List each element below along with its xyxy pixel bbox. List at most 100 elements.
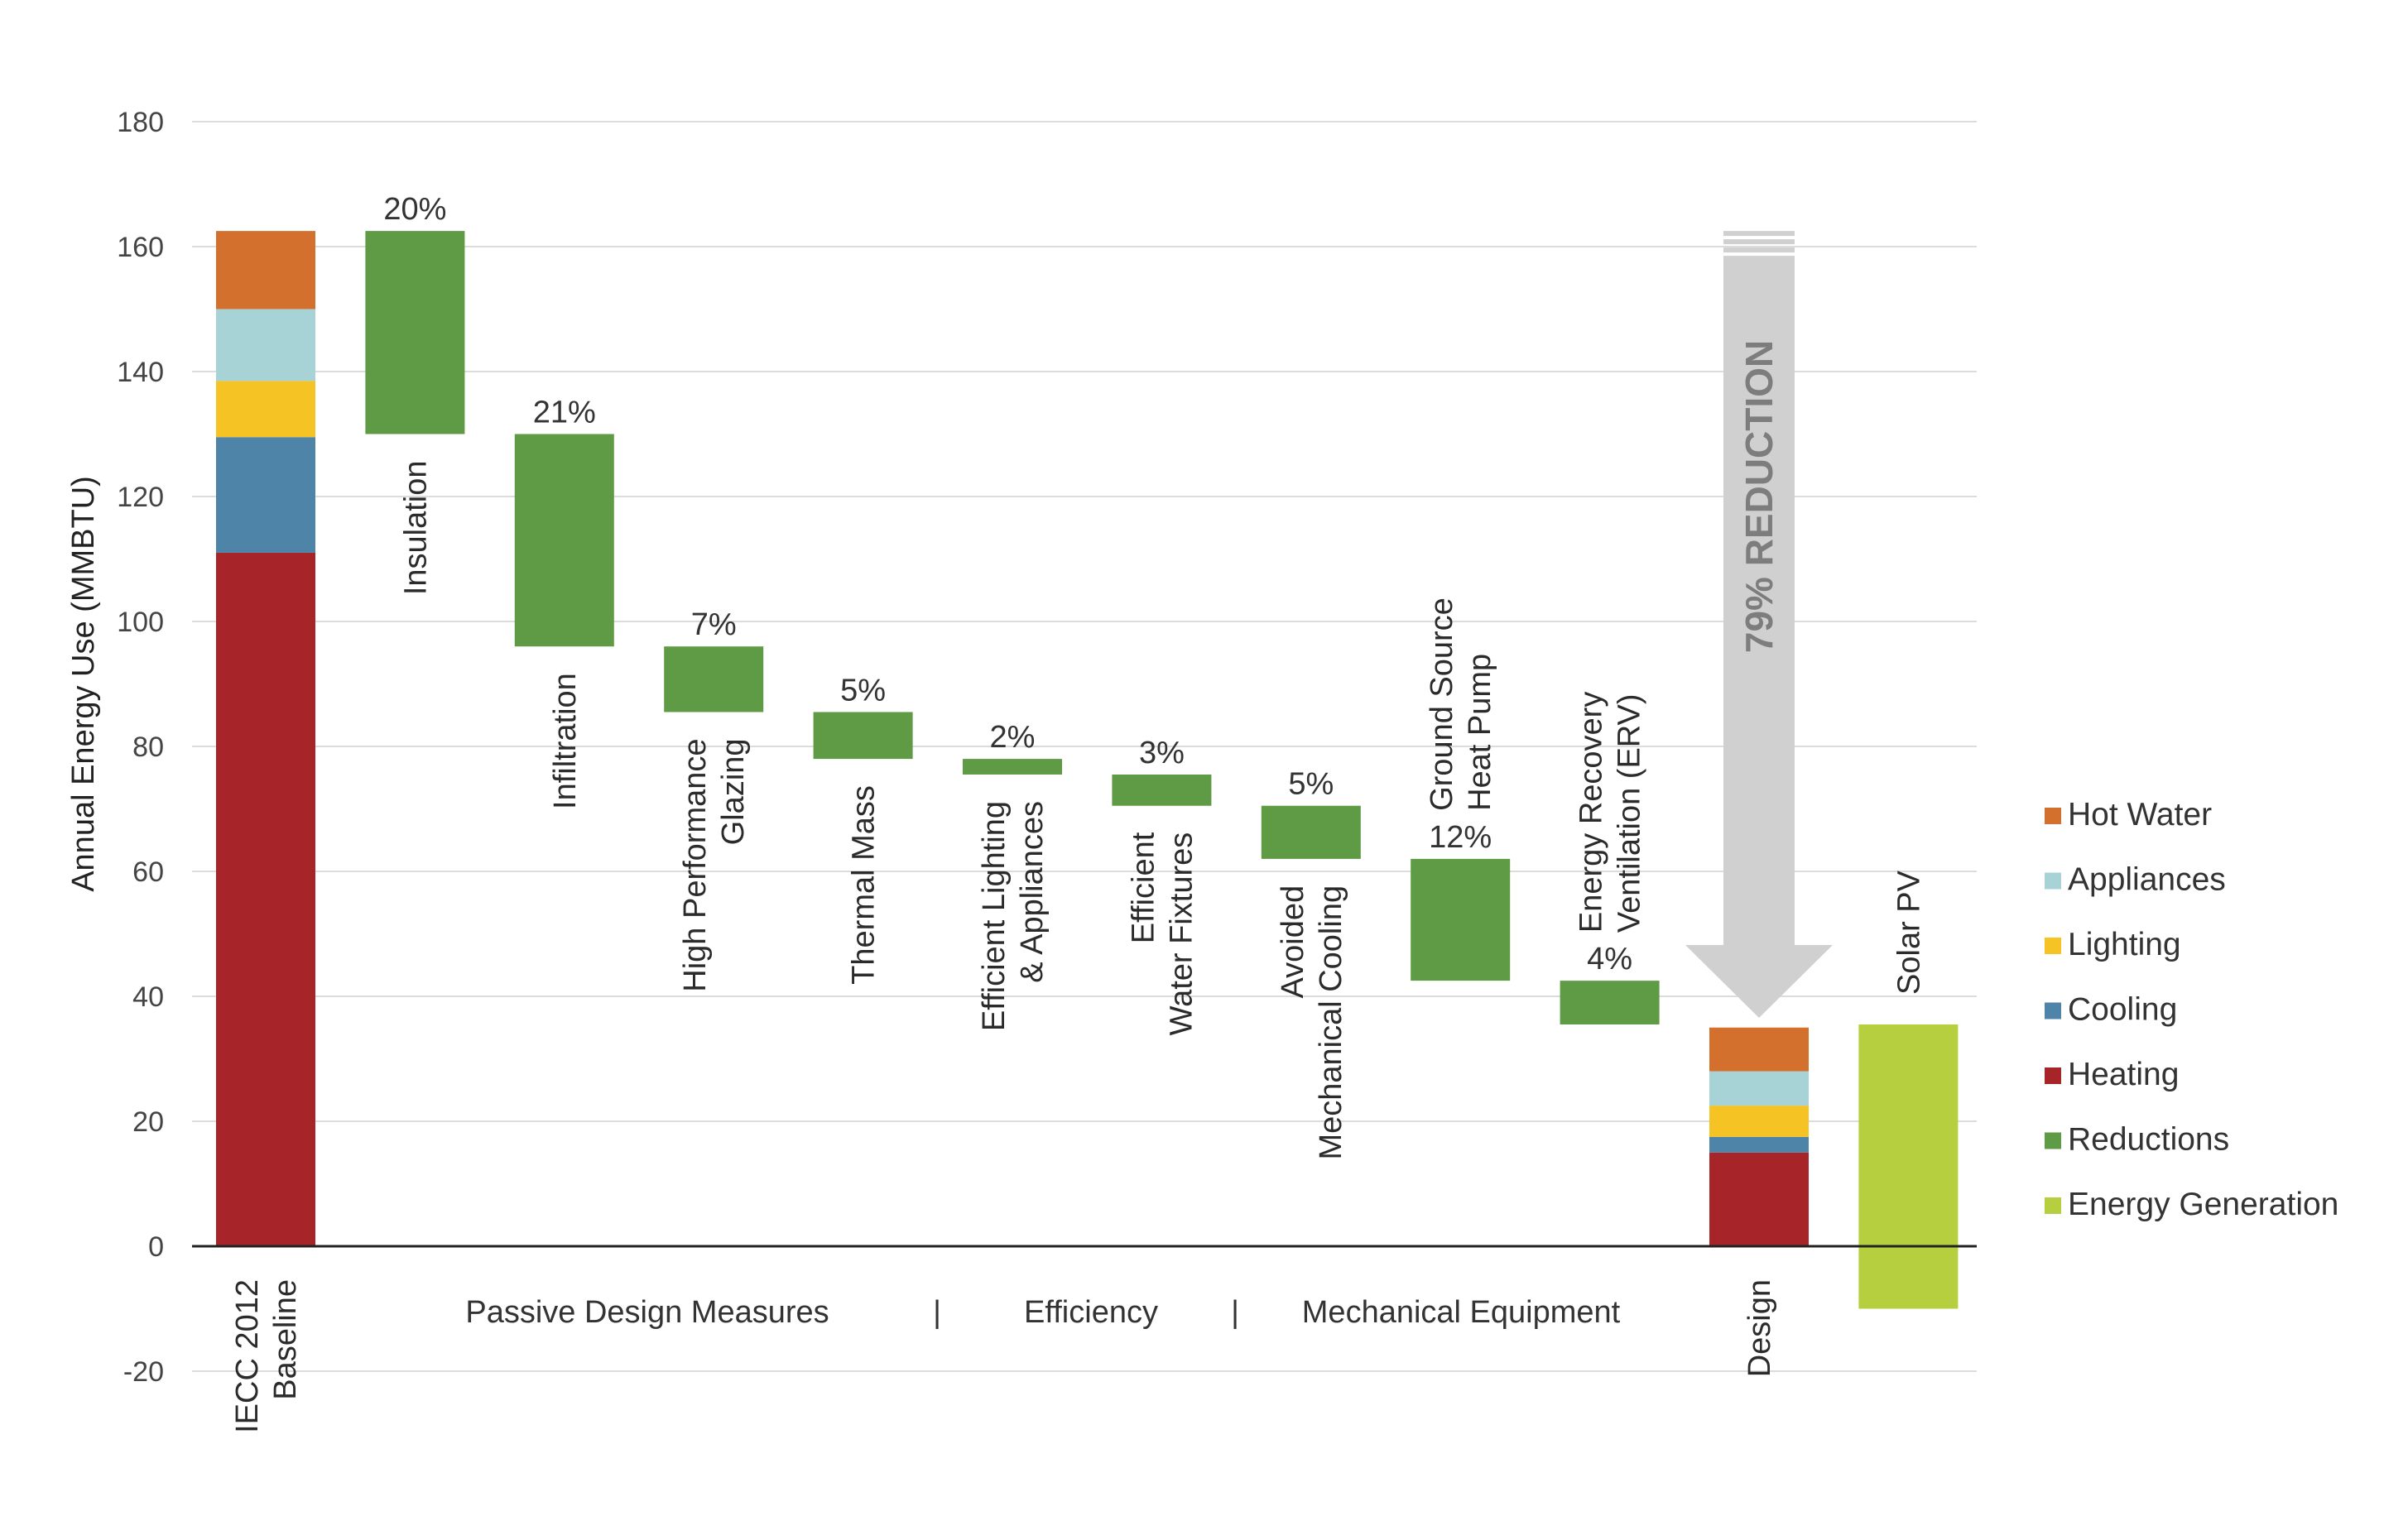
y-tick-label: 140	[117, 357, 164, 388]
reduction-label-group: Infiltration	[548, 673, 583, 809]
reduction-label: & Appliances	[1015, 801, 1050, 983]
reduction-percent-label: 5%	[840, 673, 886, 708]
legend-label: Heating	[2068, 1057, 2179, 1092]
reduction-label-group: Insulation	[398, 461, 433, 596]
stacked-segment-heating	[1709, 1152, 1809, 1246]
solar-pv-bar	[1858, 1024, 1959, 1309]
reduction-label: Infiltration	[548, 673, 583, 809]
y-tick-label: 100	[117, 607, 164, 638]
reduction-label-group: Energy Recovery Ventilation (ERV)	[1574, 692, 1647, 933]
reduction-bar	[1560, 981, 1660, 1024]
legend-label: Appliances	[2068, 862, 2226, 898]
category-label-group: Design	[1742, 1279, 1777, 1377]
reduction-bar	[1411, 858, 1511, 981]
reduction-label: Insulation	[398, 461, 433, 596]
reduction-percent-label: 5%	[1288, 767, 1334, 802]
reduction-label: Efficient Lighting	[977, 801, 1012, 1031]
reduction-bar	[365, 231, 465, 434]
reduction-percent-label: 12%	[1429, 820, 1492, 855]
stacked-segment-appliances	[216, 309, 315, 381]
y-tick-label: 0	[148, 1231, 164, 1263]
y-axis-label: Annual Energy Use (MMBTU)	[66, 476, 101, 892]
legend-swatch-appliances	[2045, 872, 2061, 890]
y-tick-label: 80	[132, 732, 164, 763]
category-label-group: IECC 2012 Baseline	[230, 1279, 303, 1433]
reduction-label: Efficient	[1126, 832, 1161, 943]
legend-swatch-cooling	[2045, 1002, 2061, 1019]
y-tick-label: 120	[117, 482, 164, 513]
category-label: Baseline	[268, 1279, 303, 1400]
reduction-bar	[1261, 805, 1361, 859]
y-tick-label: 160	[117, 232, 164, 263]
group-label: Efficiency	[1024, 1295, 1158, 1330]
reduction-arrow-stripe	[1723, 231, 1795, 237]
legend-label: Energy Generation	[2068, 1187, 2338, 1222]
y-tick-label: 180	[117, 107, 164, 138]
group-label: Mechanical Equipment	[1302, 1295, 1621, 1330]
group-label: |	[1231, 1295, 1239, 1330]
group-label: |	[933, 1295, 941, 1330]
legend-swatch-hot-water	[2045, 808, 2061, 824]
reduction-annotation-text: 79% REDUCTION	[1738, 340, 1781, 653]
legend-swatch-heating	[2045, 1067, 2061, 1084]
stacked-segment-appliances	[1709, 1071, 1809, 1106]
solar-pv-label-group: Solar PV	[1891, 870, 1926, 995]
reduction-label: High Performance	[678, 738, 713, 991]
group-label: Passive Design Measures	[465, 1295, 829, 1330]
reduction-label-group: Efficient Lighting & Appliances	[977, 801, 1050, 1031]
legend-swatch-reductions	[2045, 1132, 2061, 1149]
stacked-segment-cooling	[216, 437, 315, 553]
reduction-percent-label: 20%	[383, 192, 446, 227]
reduction-percent-label: 21%	[533, 396, 596, 430]
reduction-label-group: Ground Source Heat Pump	[1425, 597, 1497, 811]
reduction-label: Ventilation (ERV)	[1613, 693, 1647, 933]
reduction-percent-label: 7%	[691, 607, 737, 642]
reduction-bar	[514, 434, 614, 647]
bars	[192, 231, 1977, 1309]
reduction-label: Avoided	[1276, 885, 1310, 999]
y-tick-label: 20	[132, 1106, 164, 1138]
reduction-arrow-shape	[1685, 256, 1833, 1018]
reduction-arrow-stripe	[1723, 239, 1795, 245]
stacked-segment-hot-water	[1709, 1027, 1809, 1072]
reduction-label-group: Avoided Mechanical Cooling	[1276, 885, 1348, 1160]
reduction-arrow-stripe	[1723, 247, 1795, 253]
legend: Hot Water Appliances Lighting Cooling Heatin…	[2045, 797, 2338, 1222]
legend-swatch-lighting	[2045, 938, 2061, 954]
reduction-label: Energy Recovery	[1574, 692, 1609, 933]
reduction-label: Mechanical Cooling	[1314, 885, 1348, 1160]
legend-label: Lighting	[2068, 927, 2181, 962]
category-label: Design	[1742, 1279, 1777, 1377]
legend-label: Reductions	[2068, 1122, 2229, 1158]
solar-pv-label: Solar PV	[1891, 870, 1926, 995]
reduction-label-group: Efficient Water Fixtures	[1126, 832, 1199, 1035]
legend-label: Hot Water	[2068, 797, 2212, 832]
reduction-percent-label: 4%	[1587, 942, 1632, 976]
stacked-segment-heating	[216, 552, 315, 1246]
gridlines	[192, 121, 1977, 1372]
legend-label: Cooling	[2068, 992, 2177, 1028]
stacked-segment-hot-water	[216, 231, 315, 309]
reduction-label-group: Thermal Mass	[847, 785, 882, 985]
stacked-segment-lighting	[1709, 1106, 1809, 1137]
legend-swatch-energy-generation	[2045, 1197, 2061, 1214]
reduction-label: Heat Pump	[1463, 654, 1497, 811]
stacked-segment-cooling	[1709, 1136, 1809, 1153]
reduction-label: Ground Source	[1425, 597, 1459, 811]
reduction-bar	[963, 759, 1062, 775]
y-tick-label: -20	[123, 1356, 164, 1388]
reduction-label: Water Fixtures	[1164, 832, 1199, 1036]
y-tick-label: 60	[132, 856, 164, 888]
reduction-label: Thermal Mass	[847, 785, 882, 985]
reduction-label: Glazing	[716, 738, 751, 845]
reduction-bar	[813, 712, 913, 760]
reduction-bar	[1112, 774, 1212, 806]
reduction-percent-label: 3%	[1139, 736, 1185, 770]
reduction-label-group: High Performance Glazing	[678, 738, 751, 991]
category-label: IECC 2012	[230, 1279, 265, 1433]
y-tick-label: 40	[132, 981, 164, 1013]
stacked-segment-lighting	[216, 381, 315, 438]
reduction-bar	[664, 646, 764, 712]
